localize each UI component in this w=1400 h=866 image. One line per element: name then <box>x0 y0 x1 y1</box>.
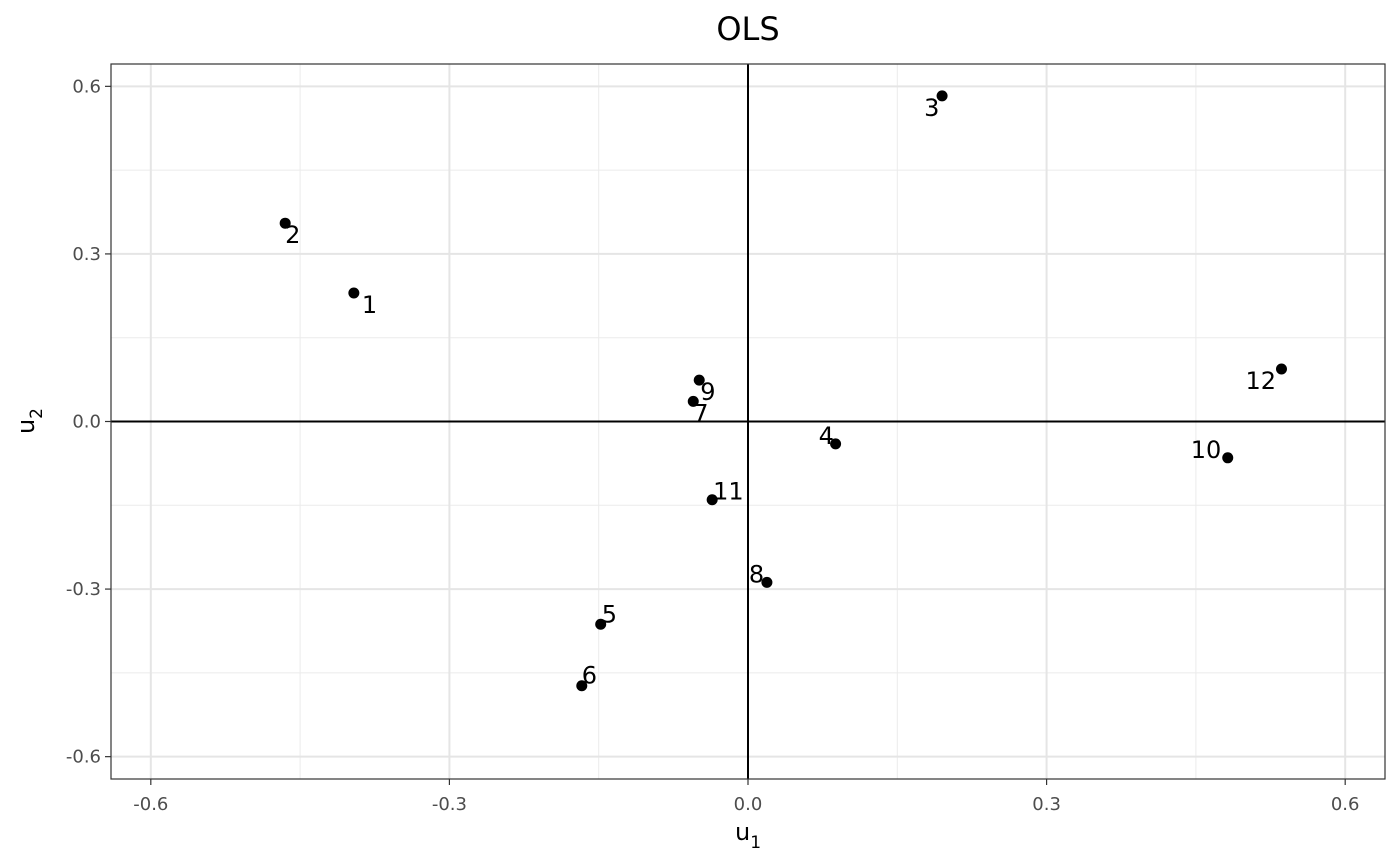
data-point-1 <box>348 287 360 299</box>
data-point-9 <box>693 374 705 386</box>
y-tick-label: -0.6 <box>66 747 101 768</box>
point-label-3: 3 <box>924 94 939 122</box>
y-tick-label: 0.6 <box>72 76 101 97</box>
x-axis-title-base: u <box>735 818 750 846</box>
y-axis-ticks: -0.6 -0.3 0.0 0.3 0.6 <box>66 76 111 768</box>
x-axis-ticks: -0.6 -0.3 0.0 0.3 0.6 <box>133 779 1360 815</box>
data-point-3 <box>936 90 948 102</box>
y-axis-title-subscript: 2 <box>27 408 47 419</box>
data-point-5 <box>595 618 607 630</box>
x-axis-title: u1 <box>735 818 761 853</box>
x-tick-label: -0.6 <box>133 794 168 815</box>
data-point-11 <box>706 494 718 506</box>
point-label-10: 10 <box>1191 436 1222 464</box>
y-axis-title-base: u <box>12 419 40 434</box>
data-point-6 <box>576 680 588 692</box>
data-point-8 <box>761 576 773 588</box>
data-point-10 <box>1222 452 1234 464</box>
data-point-7 <box>687 395 699 407</box>
point-label-5: 5 <box>602 600 617 628</box>
point-label-12: 12 <box>1245 367 1276 395</box>
point-label-2: 2 <box>285 221 300 249</box>
x-axis-title-subscript: 1 <box>750 833 761 853</box>
y-tick-label: -0.3 <box>66 579 101 600</box>
data-point-2 <box>279 217 291 229</box>
x-tick-label: 0.6 <box>1331 794 1360 815</box>
point-label-11: 11 <box>713 478 744 506</box>
x-tick-label: 0.3 <box>1032 794 1061 815</box>
y-tick-label: 0.0 <box>72 412 101 433</box>
x-tick-label: -0.3 <box>432 794 467 815</box>
y-tick-label: 0.3 <box>72 244 101 265</box>
point-label-6: 6 <box>582 662 597 690</box>
point-label-7: 7 <box>693 399 708 427</box>
data-point-12 <box>1275 363 1287 375</box>
point-label-9: 9 <box>700 378 715 406</box>
y-axis-title: u2 <box>12 408 47 434</box>
x-tick-label: 0.0 <box>734 794 763 815</box>
point-label-1: 1 <box>362 291 377 319</box>
data-point-4 <box>830 438 842 450</box>
reference-lines <box>111 64 1385 779</box>
chart-title: OLS <box>716 10 779 48</box>
point-label-8: 8 <box>749 560 764 588</box>
data-points <box>279 90 1287 692</box>
point-label-4: 4 <box>819 422 834 450</box>
